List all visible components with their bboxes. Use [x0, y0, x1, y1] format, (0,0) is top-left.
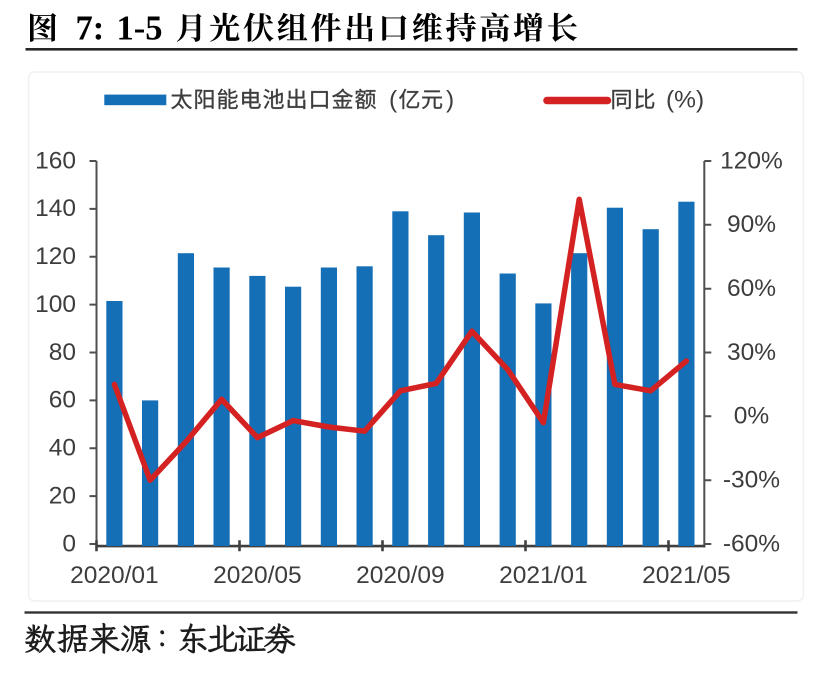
- svg-text:140: 140: [35, 195, 76, 222]
- svg-text:90%: 90%: [727, 211, 776, 238]
- svg-text:2020/09: 2020/09: [356, 562, 445, 589]
- svg-text:(: (: [389, 86, 398, 113]
- svg-text:0: 0: [62, 530, 76, 557]
- svg-text:0%: 0%: [734, 403, 769, 430]
- svg-text:160: 160: [35, 147, 76, 174]
- svg-text:100: 100: [35, 291, 76, 318]
- svg-text:40: 40: [49, 435, 76, 462]
- svg-text:): ): [446, 86, 454, 113]
- svg-text:60: 60: [49, 387, 76, 414]
- svg-text:2020/01: 2020/01: [70, 562, 159, 589]
- svg-text:2021/01: 2021/01: [499, 562, 588, 589]
- svg-text:1-5: 1-5: [117, 10, 163, 48]
- svg-text:-60%: -60%: [723, 530, 780, 557]
- svg-text:-30%: -30%: [723, 467, 780, 494]
- svg-text:120: 120: [35, 243, 76, 270]
- svg-text:120%: 120%: [720, 147, 783, 174]
- svg-text:30%: 30%: [727, 339, 776, 366]
- svg-text:60%: 60%: [727, 275, 776, 302]
- svg-text:7:: 7:: [76, 10, 105, 48]
- svg-text:80: 80: [49, 339, 76, 366]
- svg-text:20: 20: [49, 482, 76, 509]
- svg-text:2020/05: 2020/05: [213, 562, 302, 589]
- svg-text:(%): (%): [666, 86, 704, 113]
- svg-text:2021/05: 2021/05: [642, 562, 731, 589]
